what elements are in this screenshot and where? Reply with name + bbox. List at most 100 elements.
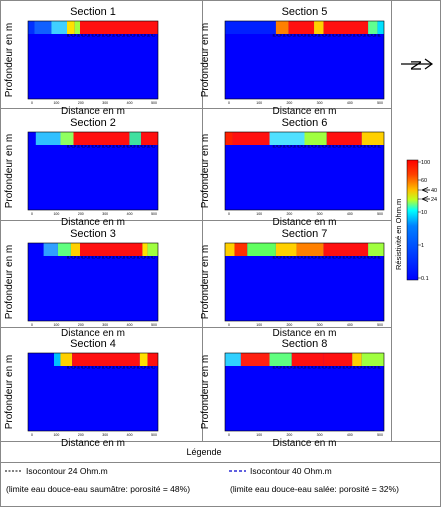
section-panel: Section 1 0 100 200 300 400 500 Distance en m Pr…: [4, 6, 159, 117]
resistivity-zone: [234, 243, 248, 256]
colorbar-scale: [406, 159, 419, 281]
x-tick-label: 100: [256, 212, 262, 216]
x-tick-label: 0: [228, 433, 230, 437]
section-panel: Section 4 0 100 200 300 400 500 Distance en m Pr…: [4, 338, 159, 449]
x-tick-label: 300: [317, 323, 323, 327]
plot-border: [224, 20, 385, 100]
north-label: N: [407, 60, 424, 71]
resistivity-zone: [34, 21, 52, 34]
resistivity-zone: [73, 132, 130, 145]
resistivity-zone: [225, 353, 241, 366]
x-tick-label: 400: [347, 212, 353, 216]
resistivity-zone: [28, 132, 36, 145]
resistivity-zone: [60, 353, 73, 366]
resistivity-zone: [361, 353, 384, 366]
x-tick-label: 500: [151, 101, 157, 105]
x-tick-label: 300: [102, 433, 108, 437]
resistivity-zone: [80, 243, 143, 256]
x-tick-label: 300: [102, 212, 108, 216]
plot-border: [224, 131, 385, 211]
section-panels: Section 1 0 100 200 300 400 500 Distance en m Pr…: [4, 6, 385, 449]
resistivity-zone: [291, 353, 324, 366]
resistivity-zone: [232, 132, 270, 145]
resistivity-zone: [240, 353, 270, 366]
resistivity-zone: [323, 353, 353, 366]
legend-title: Légende: [186, 447, 221, 457]
section-title: Section 8: [282, 338, 328, 350]
section-panel: Section 6 0 100 200 300 400 500 Distance en m Pr…: [200, 117, 385, 228]
x-axis-label: Distance en m: [273, 217, 337, 228]
resistivity-zone: [323, 21, 369, 34]
colorbar-tick-label: 100: [421, 160, 430, 166]
resistivity-zone: [314, 21, 324, 34]
x-tick-label: 0: [31, 101, 33, 105]
colorbar-ticks: 100 60 40 24 10 1 0.1: [418, 160, 437, 282]
resistivity-zone: [60, 132, 74, 145]
colorbar-tick-label: 24: [431, 197, 437, 203]
x-tick-label: 400: [127, 323, 133, 327]
x-tick-label: 200: [286, 101, 292, 105]
x-axis-label: Distance en m: [61, 438, 125, 449]
x-tick-label: 300: [102, 323, 108, 327]
legend-item-40-label: Isocontour 40 Ohm.m: [250, 466, 332, 476]
section-title: Section 5: [282, 6, 328, 18]
resistivity-zone: [352, 353, 362, 366]
x-tick-label: 200: [78, 433, 84, 437]
resistivity-zone: [43, 243, 58, 256]
x-tick-label: 0: [31, 212, 33, 216]
x-tick-label: 100: [53, 323, 59, 327]
resistivity-zone: [323, 243, 369, 256]
resistivity-zone: [147, 243, 158, 256]
resistivity-zone: [139, 353, 148, 366]
section-title: Section 6: [282, 117, 328, 129]
section-title: Section 1: [70, 6, 116, 18]
x-tick-label: 0: [228, 101, 230, 105]
section-panel: Section 5 0 100 200 300 400 500 Distance en m Pr…: [200, 6, 385, 117]
resistivity-zone: [28, 353, 54, 366]
plot-border: [27, 131, 159, 211]
section-title: Section 3: [70, 228, 116, 240]
section-panel: Section 8 0 100 200 300 400 500 Distance en m Pr…: [200, 338, 385, 449]
legend-item-24-label: Isocontour 24 Ohm.m: [26, 466, 108, 476]
x-tick-label: 200: [286, 212, 292, 216]
north-arrow-icon: N: [401, 58, 434, 71]
resistivity-zone: [54, 353, 61, 366]
resistivity-zone: [80, 21, 158, 34]
x-axis-label: Distance en m: [273, 106, 337, 117]
section-panel: Section 2 0 100 200 300 400 500 Distance en m Pr…: [4, 117, 159, 228]
x-tick-label: 100: [256, 323, 262, 327]
x-axis-label: Distance en m: [61, 106, 125, 117]
resistivity-zone: [72, 353, 140, 366]
resistivity-zone: [28, 243, 44, 256]
resistivity-zone: [35, 132, 61, 145]
y-axis-label: Profondeur en m: [200, 134, 211, 209]
section-panel: Section 3 0 100 200 300 400 500 Distance en m Pr…: [4, 228, 159, 339]
x-tick-label: 100: [53, 433, 59, 437]
x-tick-label: 500: [377, 323, 383, 327]
resistivity-zone: [70, 243, 80, 256]
x-tick-label: 300: [317, 212, 323, 216]
x-tick-label: 100: [256, 101, 262, 105]
resistivity-zone: [288, 21, 315, 34]
section-title: Section 2: [70, 117, 116, 129]
plot-border: [27, 20, 159, 100]
resistivity-zone: [269, 353, 292, 366]
colorbar-tick-label: 1: [421, 243, 424, 249]
y-axis-label: Profondeur en m: [4, 355, 15, 430]
x-tick-label: 200: [286, 323, 292, 327]
x-tick-label: 400: [127, 212, 133, 216]
x-tick-label: 0: [228, 323, 230, 327]
x-tick-label: 0: [31, 433, 33, 437]
x-tick-label: 100: [256, 433, 262, 437]
resistivity-zone: [28, 21, 35, 34]
legend-item-40-note: (limite eau douce-eau salée: porosité = …: [230, 484, 399, 494]
x-tick-label: 500: [377, 212, 383, 216]
colorbar-tick-label: 0.1: [421, 276, 429, 282]
resistivity-zone: [147, 353, 158, 366]
x-tick-label: 400: [127, 101, 133, 105]
plot-border: [27, 242, 159, 322]
plot-border: [224, 352, 385, 432]
plot-border: [27, 352, 159, 432]
plot-border: [224, 242, 385, 322]
resistivity-zone: [225, 243, 235, 256]
